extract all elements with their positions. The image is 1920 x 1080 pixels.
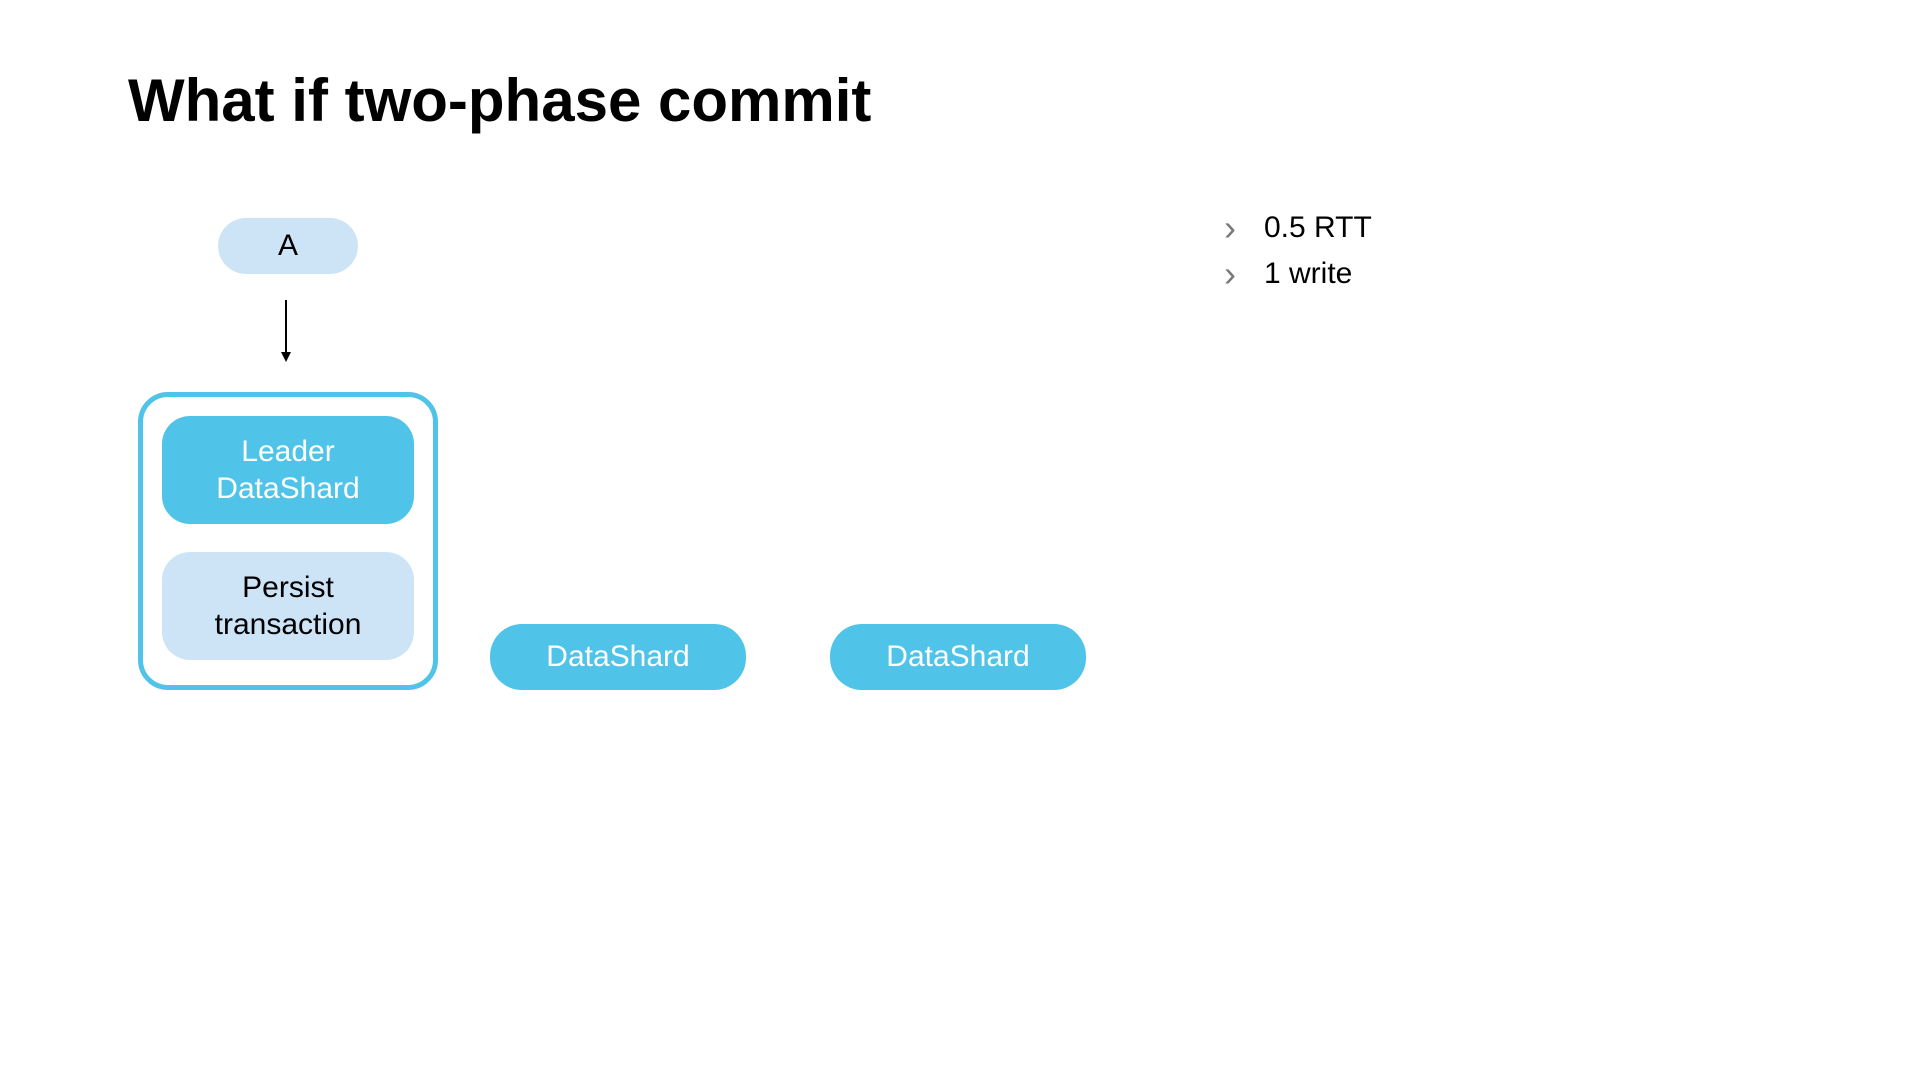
bullet-item: › 1 write bbox=[1224, 256, 1372, 292]
persist-line1: Persist bbox=[242, 571, 334, 604]
leader-datashard-label: Leader DataShard bbox=[216, 433, 359, 508]
arrow-a-to-leader bbox=[276, 298, 300, 374]
datashard-node-3: DataShard bbox=[830, 624, 1086, 690]
leader-datashard-node: Leader DataShard bbox=[162, 416, 414, 524]
persist-transaction-node: Persist transaction bbox=[162, 552, 414, 660]
chevron-right-icon: › bbox=[1224, 210, 1236, 246]
datashard-2-label: DataShard bbox=[546, 640, 689, 674]
bullet-item: › 0.5 RTT bbox=[1224, 210, 1372, 246]
node-a: A bbox=[218, 218, 358, 274]
chevron-right-icon: › bbox=[1224, 256, 1236, 292]
slide-title: What if two-phase commit bbox=[128, 66, 871, 135]
datashard-3-label: DataShard bbox=[886, 640, 1029, 674]
slide: What if two-phase commit A Leader DataSh… bbox=[0, 0, 1920, 1080]
persist-label: Persist transaction bbox=[215, 569, 362, 644]
leader-line1: Leader bbox=[241, 435, 334, 468]
bullet-text: 1 write bbox=[1264, 257, 1352, 291]
node-a-label: A bbox=[278, 229, 298, 263]
persist-line2: transaction bbox=[215, 608, 362, 641]
bullet-text: 0.5 RTT bbox=[1264, 211, 1372, 245]
datashard-node-2: DataShard bbox=[490, 624, 746, 690]
bullet-list: › 0.5 RTT › 1 write bbox=[1224, 210, 1372, 302]
leader-line2: DataShard bbox=[216, 472, 359, 505]
